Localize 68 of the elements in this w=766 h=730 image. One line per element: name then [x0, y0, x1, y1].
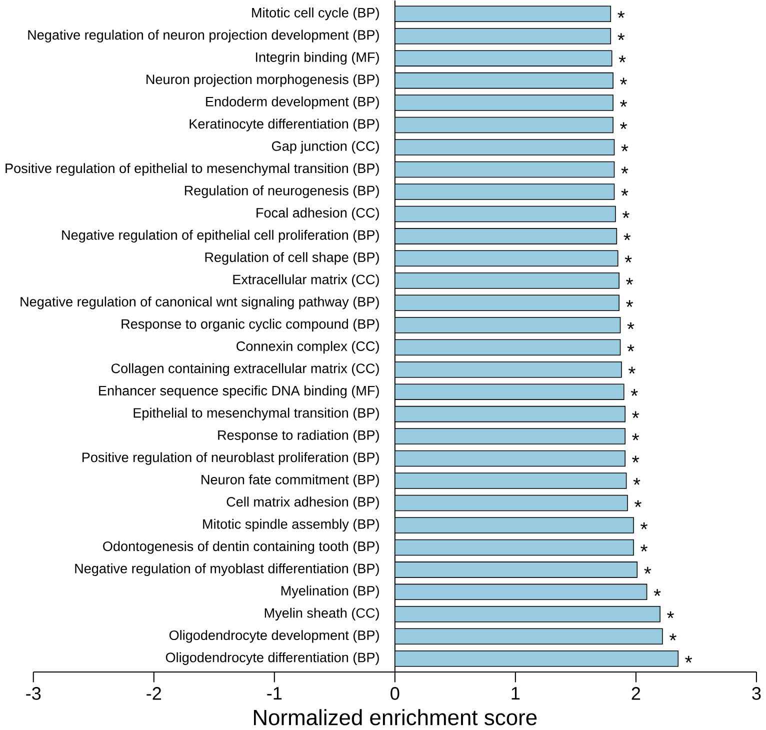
data-label: *	[621, 144, 628, 152]
data-label: *	[627, 322, 634, 330]
x-tick-label: 0	[390, 687, 400, 700]
data-label: *	[626, 300, 634, 307]
y-tick-label: Negative regulation of neuron projection development (BP)	[28, 30, 379, 43]
data-label: *	[632, 456, 640, 463]
y-tick-label: Mitotic spindle assembly (BP)	[203, 519, 379, 532]
data-label: *	[620, 78, 627, 85]
y-tick-label: Keratinocyte differentiation (BP)	[190, 118, 379, 132]
y-tick-label: Integrin binding (MF)	[256, 52, 379, 65]
x-tick-label: 1	[512, 687, 520, 700]
y-tick-label: Odontogenesis of dentin containing tooth (BP)	[103, 541, 379, 554]
y-tick-label: Focal adhesion (CC)	[256, 208, 379, 220]
data-label: *	[620, 100, 627, 107]
y-tick-label: Response to organic cyclic compound (BP)	[122, 318, 379, 332]
data-label: *	[685, 656, 692, 663]
y-tick-label: Oligodendrocyte development (BP)	[169, 630, 379, 643]
x-tick-label: -1	[267, 687, 282, 700]
x-axis-title: Normalized enrichment score	[254, 709, 537, 726]
data-label: *	[620, 122, 627, 130]
data-label: *	[622, 211, 630, 218]
x-tick-label: -2	[146, 687, 162, 700]
y-tick-label: Extracellular matrix (CC)	[233, 274, 379, 288]
y-tick-label: Myelination (BP)	[281, 586, 379, 598]
y-tick-label: Collagen containing extracellular matrix (CC)	[111, 363, 379, 376]
y-tick-label: Gap junction (CC)	[272, 141, 379, 154]
data-label: *	[633, 478, 640, 485]
data-label: *	[624, 233, 631, 240]
data-label: *	[640, 544, 648, 552]
data-label: *	[618, 11, 625, 18]
y-tick-label: Negative regulation of canonical wnt signaling pathway (BP)	[20, 296, 379, 310]
y-tick-label: Positive regulation of epithelial to mesenchymal transition (BP)	[6, 163, 379, 176]
data-label: *	[632, 434, 640, 440]
data-label: *	[669, 634, 676, 640]
data-label: *	[626, 278, 634, 285]
y-tick-label: Cell matrix adhesion (BP)	[226, 496, 379, 510]
y-tick-label: Enhancer sequence specific DNA binding (MF)	[99, 386, 379, 398]
data-label: *	[618, 56, 626, 62]
x-tick-label: 2	[632, 687, 640, 700]
x-tick-label: -3	[26, 687, 41, 700]
y-tick-label: Oligodendrocyte differentiation (BP)	[166, 652, 379, 666]
data-label: *	[654, 589, 661, 596]
y-tick-label: Neuron fate commitment (BP)	[202, 474, 379, 488]
y-tick-label: Connexin complex (CC)	[236, 341, 379, 354]
y-tick-label: Mitotic cell cycle (BP)	[252, 8, 379, 20]
y-tick-label: Regulation of neurogenesis (BP)	[184, 186, 379, 198]
data-label: *	[644, 566, 652, 574]
data-label: *	[621, 189, 628, 196]
y-tick-label: Negative regulation of epithelial cell proliferation (BP)	[62, 230, 379, 243]
data-label: *	[667, 611, 674, 618]
y-tick-label: Neuron projection morphogenesis (BP)	[146, 74, 379, 87]
data-label: *	[630, 389, 638, 396]
data-label: *	[621, 166, 628, 174]
data-label: *	[627, 344, 634, 352]
y-tick-label: Negative regulation of myoblast differentiation (BP)	[75, 563, 379, 576]
x-tick-label: 3	[752, 687, 761, 700]
data-label: *	[628, 366, 636, 374]
y-tick-label: Positive regulation of neuroblast proliferation (BP)	[82, 452, 379, 465]
data-label: *	[640, 522, 648, 530]
y-tick-label: Epithelial to mesenchymal transition (BP)	[134, 408, 379, 420]
data-label: *	[634, 500, 642, 508]
y-tick-label: Response to radiation (BP)	[218, 430, 379, 443]
data-label: *	[624, 256, 632, 263]
data-label: *	[618, 33, 625, 40]
data-label: *	[632, 411, 640, 418]
y-tick-label: Regulation of cell shape (BP)	[205, 252, 379, 265]
y-tick-label: Endoderm development (BP)	[206, 96, 379, 110]
y-tick-label: Myelin sheath (CC)	[264, 608, 379, 621]
